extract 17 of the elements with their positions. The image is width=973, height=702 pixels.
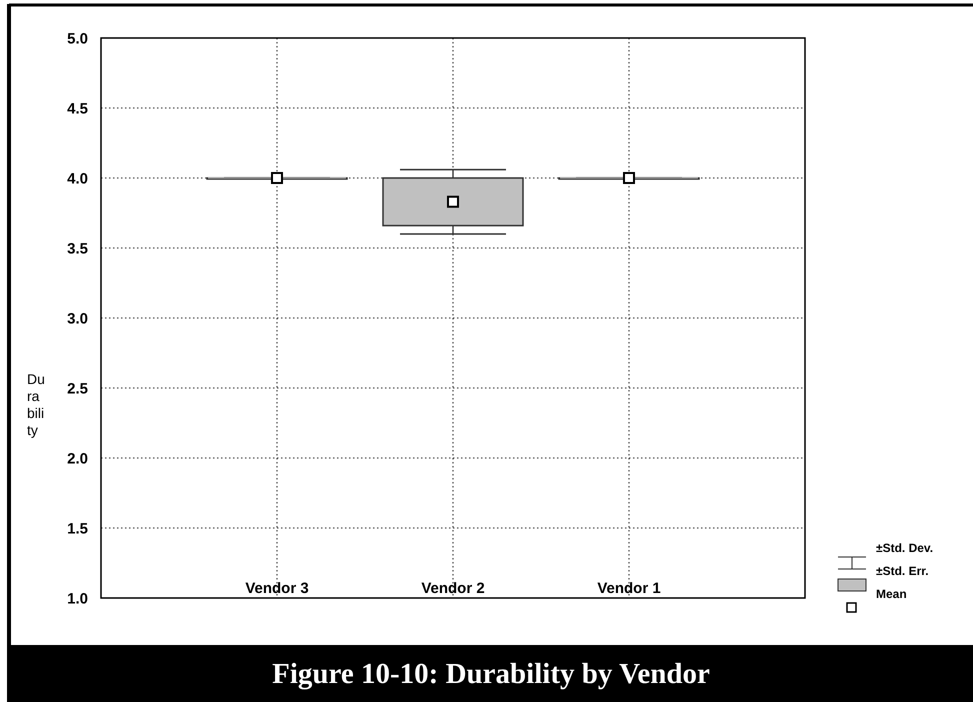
y-tick-label: 2.5 — [67, 380, 88, 398]
y-tick-label: 2.0 — [67, 450, 88, 468]
y-tick-label: 1.5 — [67, 520, 88, 538]
text: Figure 10-10: Durability by Vendor — [272, 658, 710, 690]
text: ±Std. Err. — [876, 564, 929, 578]
y-tick-label: 3.0 — [67, 310, 88, 328]
y-tick-label: 1.0 — [67, 590, 88, 608]
y-tick-label: 4.0 — [67, 170, 88, 188]
y-axis-title: Durability — [27, 371, 45, 438]
x-tick-label: Vendor 3 — [245, 580, 309, 597]
text: Mean — [876, 587, 907, 602]
x-tick-label: Vendor 1 — [597, 580, 661, 597]
y-tick-label: 3.5 — [67, 240, 88, 258]
y-tick-label: 4.5 — [67, 100, 88, 118]
text: ±Std. Dev. — [876, 541, 934, 556]
x-tick-label: Vendor 2 — [421, 580, 485, 597]
y-tick-label: 5.0 — [67, 30, 88, 48]
